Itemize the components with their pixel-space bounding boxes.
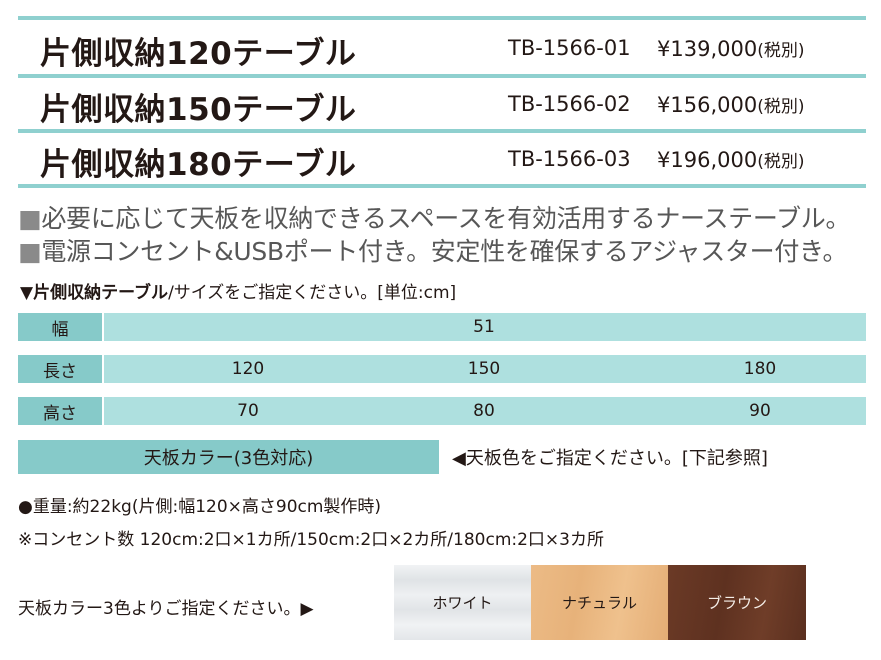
width-cell: 51 [104, 313, 866, 341]
size-heading-bold: 片側収納テーブル [33, 283, 169, 303]
weight-note: ●重量:約22kg(片側:幅120×高さ90cm製作時) [18, 497, 382, 517]
tax-note: (税別) [757, 97, 805, 117]
product-name-180: 片側収納180テーブル [40, 147, 357, 183]
tax-note: (税別) [757, 41, 805, 61]
divider [18, 129, 866, 133]
product-name-120: 片側収納120テーブル [40, 36, 357, 72]
length-label: 長さ [18, 355, 102, 383]
table-row-width: 幅 51 [18, 313, 866, 341]
triangle-down-icon: ▼ [20, 283, 34, 303]
length-value: 180 [743, 359, 777, 379]
product-name-150: 片側収納150テーブル [40, 92, 357, 128]
height-cell: 70 80 90 [104, 397, 866, 425]
product-price-120: ¥139,000(税別) [657, 36, 804, 61]
table-row-length: 長さ 120 150 180 [18, 355, 866, 383]
price-value: ¥196,000 [657, 148, 758, 172]
length-value: 150 [467, 359, 501, 379]
square-bullet-icon: ■ [18, 237, 42, 266]
swatch-instruction: 天板カラー3色よりご指定ください。▶ [18, 599, 314, 619]
product-price-150: ¥156,000(税別) [657, 92, 804, 117]
product-price-180: ¥196,000(税別) [657, 147, 804, 172]
color-option-box: 天板カラー(3色対応) [18, 440, 439, 474]
tax-note: (税別) [757, 152, 805, 172]
feature-line-2: ■電源コンセント&USBポート付き。安定性を確保するアジャスター付き。 [18, 232, 848, 268]
color-option-note: ◀天板色をご指定ください。[下記参照] [452, 448, 768, 469]
size-heading-rest: /サイズをご指定ください。[単位:cm] [168, 283, 457, 303]
divider [18, 74, 866, 78]
swatch-natural[interactable]: ナチュラル [531, 565, 668, 640]
color-option-label: 天板カラー(3色対応) [143, 448, 314, 469]
price-value: ¥156,000 [657, 93, 758, 117]
square-bullet-icon: ■ [18, 204, 42, 233]
swatch-label: ナチュラル [561, 594, 637, 612]
outlet-note: ※コンセント数 120cm:2口×1カ所/150cm:2口×2カ所/180cm:… [18, 530, 604, 550]
height-value: 80 [473, 401, 495, 421]
feature-text: 必要に応じて天板を収納できるスペースを有効活用するナーステーブル。 [41, 204, 851, 233]
height-value: 90 [749, 401, 771, 421]
width-value: 51 [473, 317, 495, 337]
feature-text: 電源コンセント&USBポート付き。安定性を確保するアジャスター付き。 [41, 237, 848, 266]
product-code-180: TB-1566-03 [508, 147, 631, 171]
divider-top [18, 16, 866, 20]
swatch-brown[interactable]: ブラウン [668, 565, 806, 640]
swatch-label: ブラウン [706, 594, 767, 612]
swatch-white[interactable]: ホワイト [394, 565, 531, 640]
length-cell: 120 150 180 [104, 355, 866, 383]
width-label: 幅 [18, 313, 102, 341]
size-heading: ▼片側収納テーブル/サイズをご指定ください。[単位:cm] [20, 278, 456, 303]
feature-line-1: ■必要に応じて天板を収納できるスペースを有効活用するナーステーブル。 [18, 199, 850, 235]
height-value: 70 [237, 401, 259, 421]
table-row-height: 高さ 70 80 90 [18, 397, 866, 425]
product-code-120: TB-1566-01 [508, 36, 631, 60]
divider-bottom [18, 184, 866, 188]
length-value: 120 [231, 359, 265, 379]
product-code-150: TB-1566-02 [508, 92, 631, 116]
swatch-label: ホワイト [432, 594, 493, 612]
height-label: 高さ [18, 397, 102, 425]
price-value: ¥139,000 [657, 37, 758, 61]
